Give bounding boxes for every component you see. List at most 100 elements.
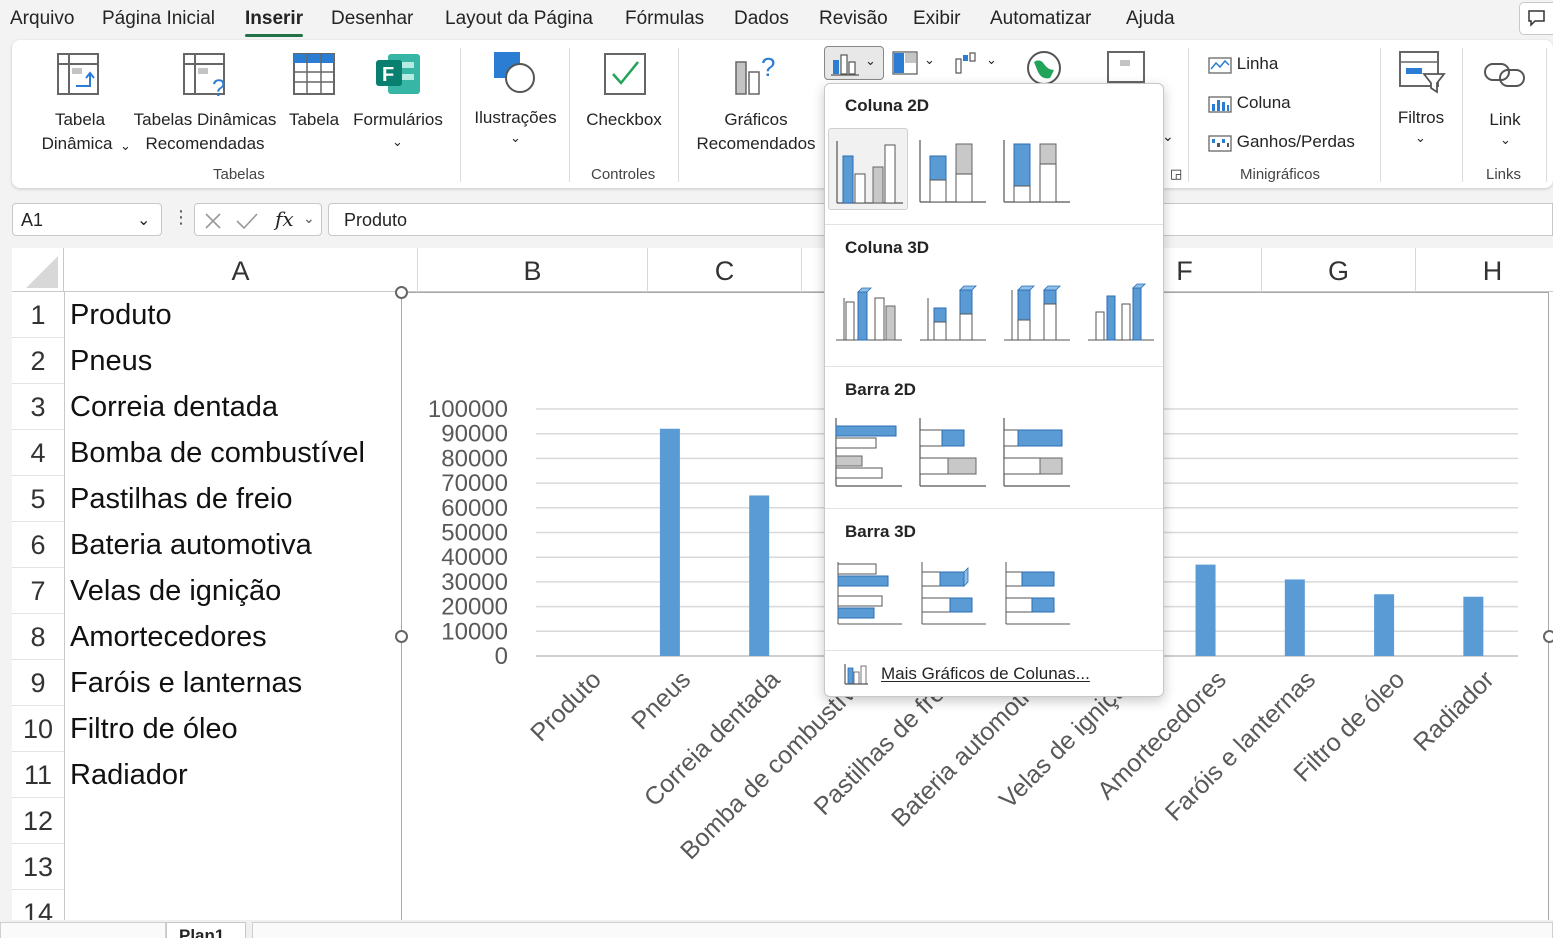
- column-header-a[interactable]: A: [64, 248, 418, 292]
- waterfall-chart-button[interactable]: ⌄: [954, 46, 1002, 80]
- y-tick-label: 100000: [428, 396, 508, 423]
- y-tick-label: 90000: [441, 421, 508, 448]
- row-header[interactable]: 14: [12, 890, 64, 920]
- sheet-navigation[interactable]: [0, 922, 166, 938]
- group-separator: [678, 48, 679, 182]
- 3d-column-option[interactable]: [1080, 268, 1160, 350]
- filter-icon: [1399, 51, 1446, 94]
- chevron-down-icon: ⌄: [924, 52, 935, 67]
- sparkline-line-button[interactable]: Linha: [1208, 54, 1278, 75]
- 3d-stacked-bar-option[interactable]: [912, 552, 992, 634]
- insert-function-icon[interactable]: fx: [275, 207, 294, 231]
- sheet-tab[interactable]: Plan1: [166, 922, 246, 938]
- clustered-bar-icon: [835, 418, 902, 487]
- clustered-column-option[interactable]: [828, 128, 908, 210]
- enter-icon[interactable]: [235, 211, 259, 231]
- clustered-column-icon: [836, 141, 903, 204]
- table-button[interactable]: Tabela: [284, 48, 344, 148]
- 100-stacked-bar-option[interactable]: [996, 410, 1076, 492]
- tab-revisao[interactable]: Revisão: [819, 8, 888, 29]
- resize-handle[interactable]: [395, 286, 408, 299]
- 3d-clustered-column-option[interactable]: [828, 268, 908, 350]
- recommended-charts-button[interactable]: ? Gráficos Recomendados: [686, 48, 826, 153]
- chevron-down-icon: ⌄: [1415, 130, 1426, 145]
- column-header-h[interactable]: H: [1416, 248, 1553, 292]
- more-options-icon[interactable]: ⋮: [172, 207, 190, 227]
- 3d-clustered-bar-option[interactable]: [828, 552, 908, 634]
- sparkline-winloss-button[interactable]: Ganhos/Perdas: [1208, 132, 1355, 153]
- pivot-table-button[interactable]: Tabela Dinâmica ⌄: [30, 48, 131, 153]
- row-header[interactable]: 2: [12, 338, 64, 384]
- forms-button[interactable]: F Formulários ⌄: [348, 48, 448, 149]
- filters-button[interactable]: Filtros ⌄: [1388, 48, 1454, 148]
- hierarchy-chart-button[interactable]: ⌄: [892, 46, 940, 80]
- tab-dados[interactable]: Dados: [734, 8, 789, 29]
- tab-exibir[interactable]: Exibir: [913, 8, 961, 29]
- row-header[interactable]: 11: [12, 752, 64, 798]
- y-tick-label: 20000: [441, 594, 508, 621]
- tab-layout-da-pagina[interactable]: Layout da Página: [445, 8, 593, 29]
- cell-a[interactable]: Pastilhas de freio: [70, 483, 293, 515]
- resize-handle[interactable]: [395, 630, 408, 643]
- illustrations-button[interactable]: Ilustrações ⌄: [468, 48, 563, 148]
- tab-formulas[interactable]: Fórmulas: [625, 8, 705, 29]
- cell-a[interactable]: Correia dentada: [70, 391, 278, 423]
- cell-a[interactable]: Bomba de combustível: [70, 437, 365, 469]
- tab-inserir[interactable]: Inserir: [245, 8, 304, 37]
- column-header-g[interactable]: G: [1262, 248, 1416, 292]
- cell-a[interactable]: Pneus: [70, 345, 153, 377]
- name-box-value: A1: [21, 210, 44, 230]
- checkbox-button[interactable]: Checkbox: [579, 48, 669, 148]
- 100-stacked-column-option[interactable]: [996, 128, 1076, 210]
- sparkline-column-button[interactable]: Coluna: [1208, 93, 1291, 114]
- row-header[interactable]: 4: [12, 430, 64, 476]
- stacked-column-option[interactable]: [912, 128, 992, 210]
- cell-a[interactable]: Velas de ignição: [70, 575, 282, 607]
- row-header[interactable]: 10: [12, 706, 64, 752]
- stacked-bar-option[interactable]: [912, 410, 992, 492]
- row-header[interactable]: 8: [12, 614, 64, 660]
- row-header[interactable]: 9: [12, 660, 64, 706]
- recommended-pivot-tables-button[interactable]: ? Tabelas Dinâmicas Recomendadas: [132, 48, 278, 153]
- row-header[interactable]: 7: [12, 568, 64, 614]
- column-chart-button[interactable]: ⌄: [824, 46, 884, 80]
- row-header[interactable]: 5: [12, 476, 64, 522]
- column-header-c[interactable]: C: [648, 248, 802, 292]
- name-box[interactable]: A1 ⌄: [12, 203, 162, 236]
- horizontal-scrollbar[interactable]: [252, 922, 1553, 938]
- chevron-down-icon: ⌄: [865, 53, 876, 68]
- row-header[interactable]: 6: [12, 522, 64, 568]
- 3d-stacked-column-option[interactable]: [912, 268, 992, 350]
- resize-handle[interactable]: [1543, 630, 1553, 643]
- cell-a[interactable]: Radiador: [70, 759, 188, 791]
- cell-a[interactable]: Filtro de óleo: [70, 713, 238, 745]
- cell-a[interactable]: Produto: [70, 299, 172, 331]
- maps-icon[interactable]: [1026, 50, 1062, 86]
- comments-button[interactable]: [1519, 2, 1553, 35]
- 3d-100-stacked-bar-option[interactable]: [996, 552, 1076, 634]
- recommended-pivot-label-2: Recomendadas: [145, 134, 265, 153]
- cell-a[interactable]: Amortecedores: [70, 621, 267, 653]
- row-header[interactable]: 12: [12, 798, 64, 844]
- 3d-100-stacked-column-option[interactable]: [996, 268, 1076, 350]
- row-header[interactable]: 13: [12, 844, 64, 890]
- tab-pagina-inicial[interactable]: Página Inicial: [102, 8, 216, 29]
- row-header[interactable]: 3: [12, 384, 64, 430]
- tab-arquivo[interactable]: Arquivo: [10, 8, 75, 29]
- link-button[interactable]: Link ⌄: [1470, 48, 1540, 148]
- select-all-corner[interactable]: [12, 248, 64, 292]
- cell-a[interactable]: Faróis e lanternas: [70, 667, 303, 699]
- tab-automatizar[interactable]: Automatizar: [990, 8, 1092, 29]
- column-header-b[interactable]: B: [418, 248, 648, 292]
- tab-ajuda[interactable]: Ajuda: [1126, 8, 1175, 29]
- link-label: Link: [1489, 110, 1521, 129]
- stacked-bar-icon: [919, 418, 986, 487]
- tab-desenhar[interactable]: Desenhar: [331, 8, 414, 29]
- pivot-chart-icon[interactable]: [1106, 50, 1150, 86]
- dialog-launcher-icon[interactable]: ◲: [1170, 166, 1183, 181]
- cell-a[interactable]: Bateria automotiva: [70, 529, 312, 561]
- row-header[interactable]: 1: [12, 292, 64, 338]
- cancel-icon[interactable]: [203, 211, 223, 231]
- chart-bar: [1284, 579, 1305, 656]
- clustered-bar-option[interactable]: [828, 410, 908, 492]
